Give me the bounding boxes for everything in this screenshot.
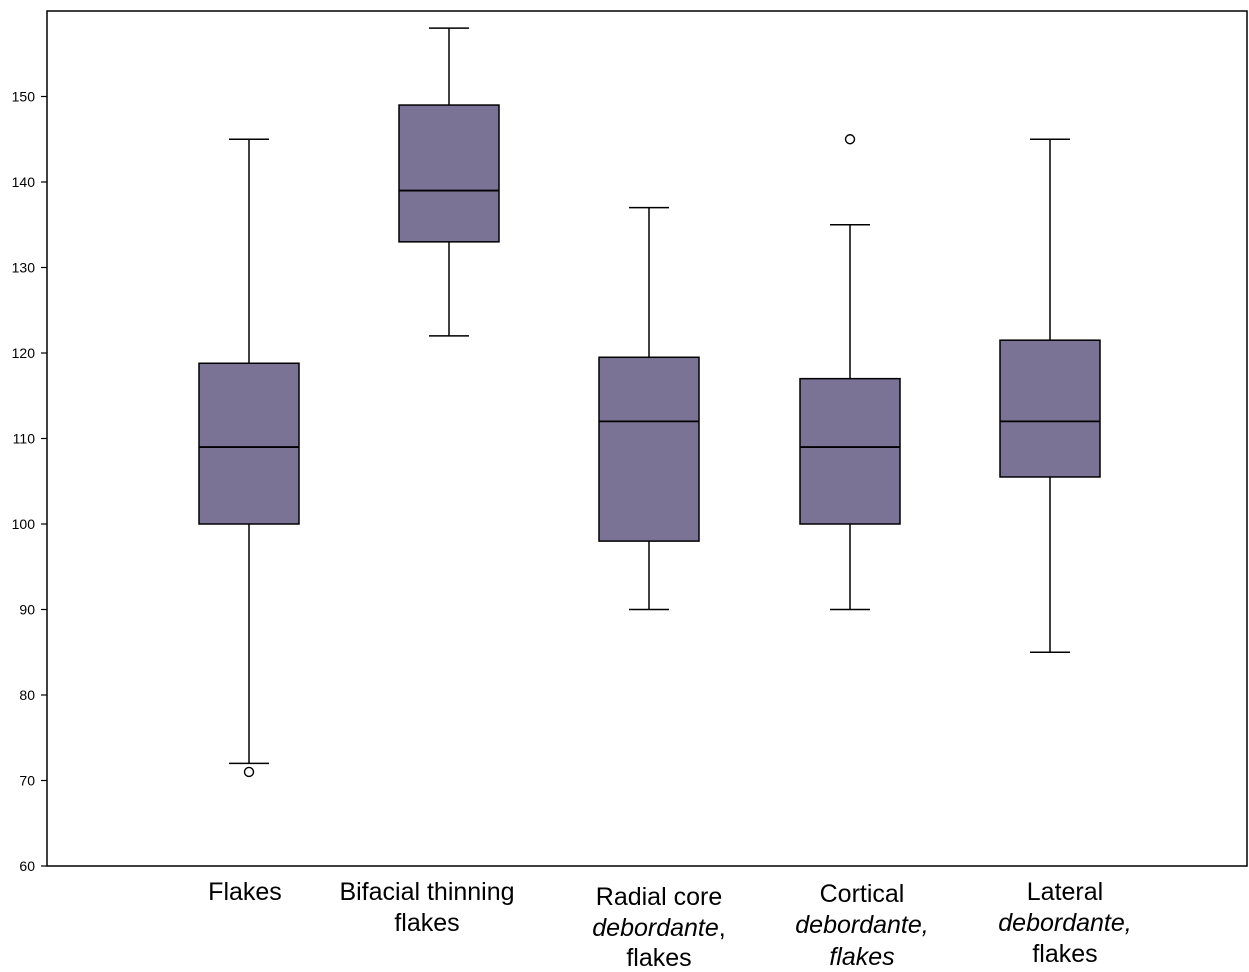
y-tick-label-140: 140	[12, 174, 36, 190]
category-label-segment: flakes	[829, 943, 894, 971]
category-label-segment: Bifacial thinning	[339, 878, 514, 906]
category-label-segment: ,	[719, 914, 726, 942]
box-group-3	[598, 206, 700, 611]
y-tick-label-70: 70	[19, 773, 35, 789]
category-label-segment: Radial core	[596, 883, 722, 911]
box-group-4	[799, 134, 901, 611]
iqr-box	[198, 362, 300, 525]
outlier-point	[243, 766, 255, 778]
category-label-5: Lateral debordante, flakes	[998, 878, 1131, 968]
category-label-segment: Flakes	[208, 878, 282, 906]
box-group-5	[999, 138, 1101, 653]
y-tick-label-120: 120	[12, 345, 36, 361]
category-label-segment: debordante,	[998, 909, 1131, 937]
iqr-box	[999, 339, 1101, 478]
category-label-3: Radial core debordante, flakes	[592, 883, 725, 972]
category-label-segment: flakes	[1032, 940, 1097, 968]
category-label-segment: debordante,	[795, 911, 928, 939]
category-label-4: Cortical debordante, flakes	[795, 880, 928, 971]
category-label-segment: Lateral	[1027, 878, 1103, 906]
box-group-2	[398, 27, 500, 337]
boxes-layer	[198, 27, 1101, 778]
iqr-box	[799, 377, 901, 525]
category-label-2: Bifacial thinning flakes	[339, 878, 514, 937]
iqr-box	[598, 356, 700, 542]
outlier-point	[844, 134, 856, 145]
category-label-segment: debordante	[592, 914, 719, 942]
y-tick-label-90: 90	[19, 602, 35, 618]
y-tick-label-80: 80	[19, 687, 35, 703]
box-group-1	[198, 138, 300, 778]
y-tick-label-130: 130	[12, 260, 36, 276]
category-label-segment: flakes	[626, 944, 691, 972]
y-tick-label-100: 100	[12, 516, 36, 532]
category-label-1: Flakes	[208, 878, 282, 906]
iqr-box	[398, 104, 500, 243]
axes: 60 70 80 90 100 110 120 130 140 150	[12, 10, 1248, 874]
category-label-segment: flakes	[394, 909, 459, 937]
y-tick-label-150: 150	[12, 89, 36, 105]
category-label-segment: Cortical	[820, 880, 905, 908]
y-tick-label-110: 110	[13, 431, 36, 447]
y-tick-label-60: 60	[19, 858, 35, 874]
